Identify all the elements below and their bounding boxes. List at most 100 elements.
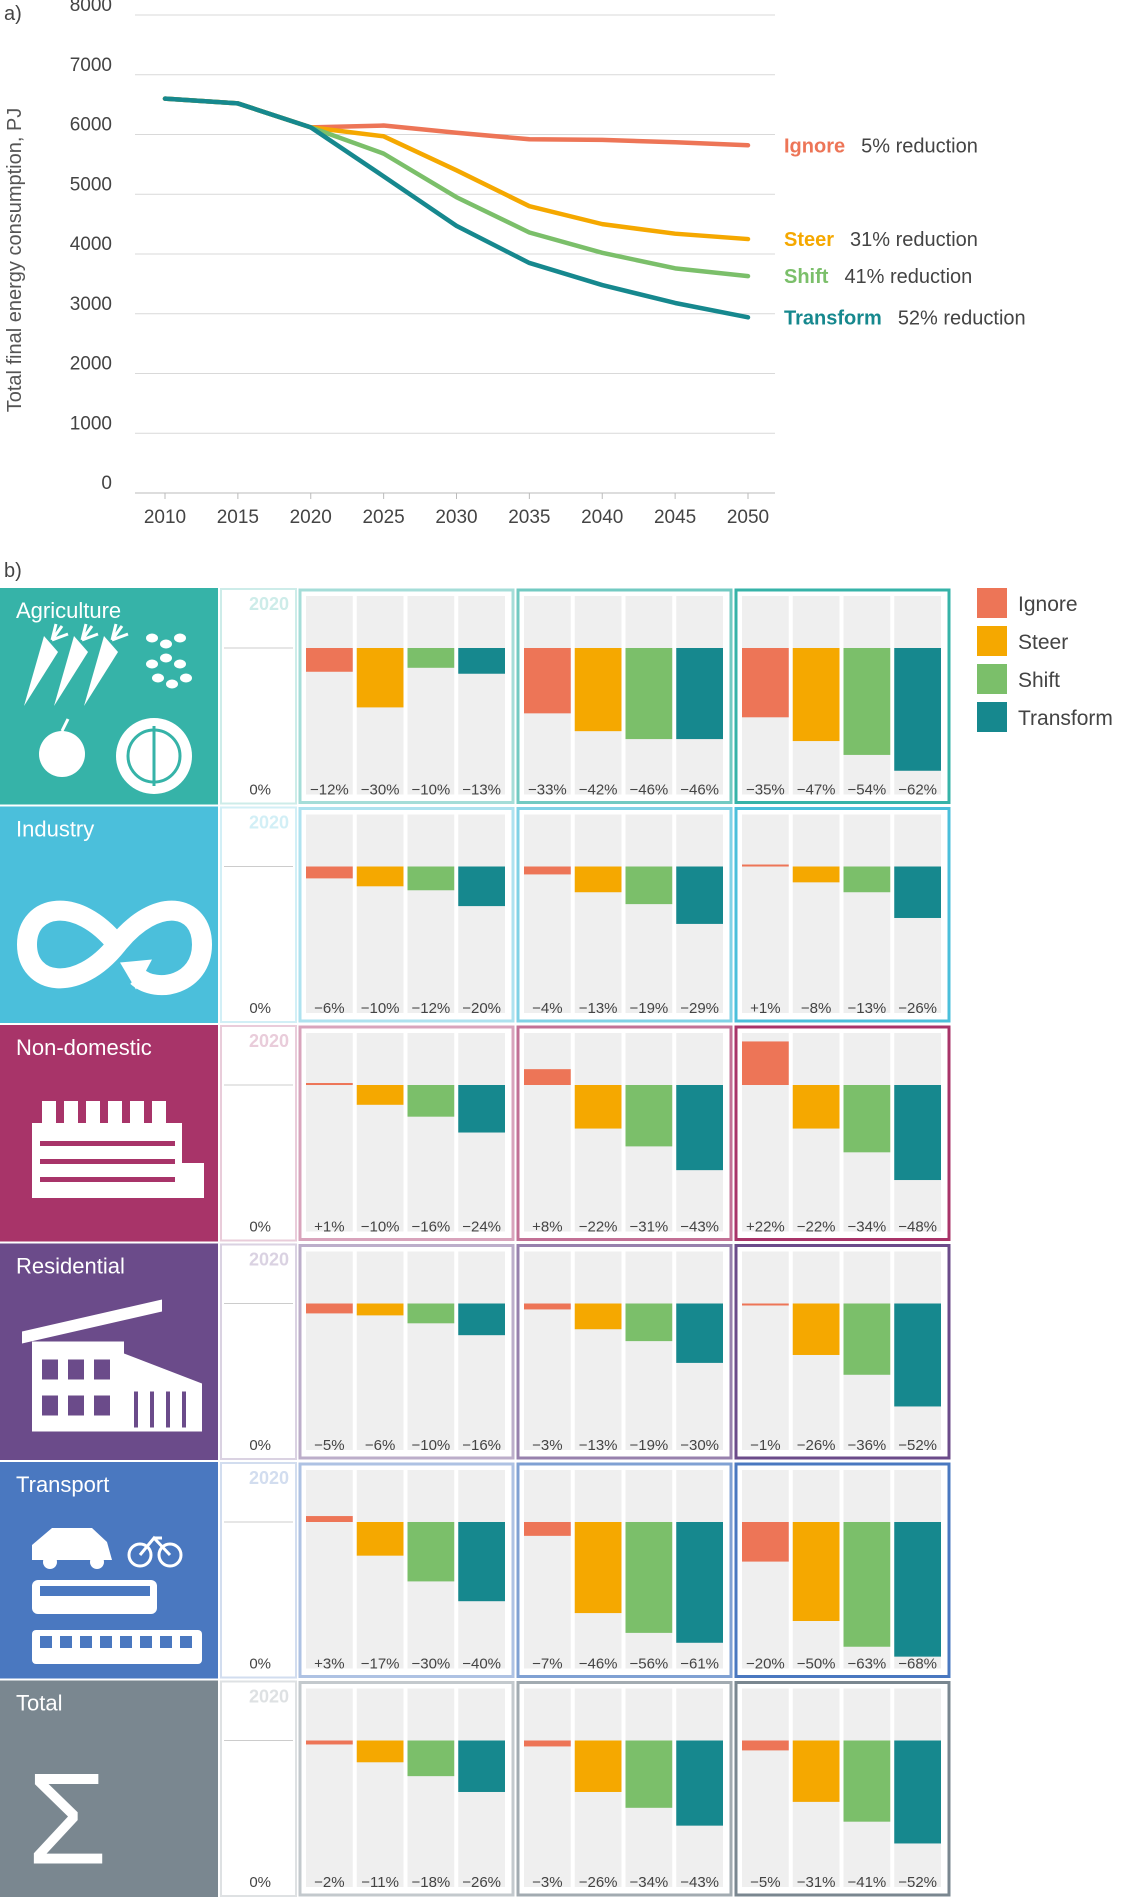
bar-value-label: −24% [462, 1219, 501, 1236]
series-annotation-shift: 41% reduction [844, 266, 972, 288]
base-year-label: 2020 [249, 594, 289, 614]
bar-ignore [524, 648, 571, 714]
bar-shift [407, 1522, 455, 1582]
bar-value-label: −43% [680, 1219, 719, 1236]
house-window-bar [182, 1391, 186, 1428]
bar-background [356, 1470, 404, 1669]
series-annotation-ignore: 5% reduction [861, 135, 978, 157]
sector-row-agriculture: Agriculture20200%2030−12%−30%−10%−13%204… [0, 588, 951, 805]
bar-value-label: −29% [680, 1000, 719, 1017]
bar-background [742, 1688, 789, 1887]
legend-swatch-shift [977, 664, 1007, 694]
bar-value-label: +8% [532, 1219, 562, 1236]
bar-ignore [524, 1069, 571, 1085]
base-year-box [220, 1025, 297, 1242]
legend-label-ignore: Ignore [1018, 593, 1078, 616]
bar-background [843, 814, 891, 1013]
sector-name: Residential [16, 1254, 125, 1279]
bar-background [524, 1033, 571, 1232]
train-window [100, 1636, 112, 1648]
bar-value-label: −1% [750, 1437, 780, 1454]
house-body [32, 1341, 124, 1432]
train-window [80, 1636, 92, 1648]
y-tick-label: 2000 [70, 354, 112, 375]
bar-steer [792, 1085, 840, 1129]
house-window [94, 1395, 110, 1416]
bean-shape [174, 659, 186, 669]
bike-frame [138, 1535, 172, 1557]
year-box-2040: 2040−33%−42%−46%−46% [516, 588, 733, 804]
carrot-shape [24, 636, 58, 706]
base-year-label: 2020 [249, 1250, 289, 1270]
bar-value-label: −20% [746, 1656, 785, 1673]
bean-shape [152, 673, 164, 683]
bar-transform [894, 1740, 941, 1844]
carrot-leaves [80, 623, 99, 642]
bar-background [356, 814, 404, 1013]
bar-background [524, 1251, 571, 1450]
bar-ignore [524, 1740, 571, 1747]
x-tick-label: 2010 [144, 507, 186, 528]
bar-background [458, 814, 505, 1013]
bar-steer [574, 1740, 622, 1792]
factory-chimney [152, 1101, 166, 1125]
y-tick-label: 6000 [70, 115, 112, 136]
bar-background [306, 1033, 353, 1232]
car-wheel [90, 1555, 104, 1569]
house-icon [22, 1299, 202, 1432]
bar-ignore [306, 1303, 353, 1314]
base-value-label: 0% [249, 782, 271, 799]
factory-chimney [130, 1101, 144, 1125]
bar-value-label: −34% [847, 1219, 886, 1236]
bar-value-label: −19% [629, 1000, 668, 1017]
apple-shape [39, 731, 85, 777]
bar-steer [574, 648, 622, 732]
year-box-2050: 2050−1%−26%−36%−52% [734, 1244, 951, 1460]
bar-background [742, 1470, 789, 1669]
x-tick-label: 2045 [654, 507, 696, 528]
bar-value-label: +22% [746, 1219, 785, 1236]
house-window [42, 1395, 58, 1416]
year-box-2040: 2040+8%−22%−31%−43% [516, 1025, 733, 1241]
bar-value-label: −46% [629, 782, 668, 799]
sector-row-residential: Residential20200%2030−5%−6%−10%−16%2040−… [0, 1243, 951, 1460]
y-tick-label: 0 [101, 473, 112, 494]
house-window-bar [166, 1391, 170, 1428]
bar-background [625, 1251, 673, 1450]
bar-background [407, 596, 455, 795]
bar-transform [676, 648, 723, 740]
bar-value-label: −43% [680, 1874, 719, 1891]
sector-name: Agriculture [16, 598, 121, 623]
factory-building-icon [32, 1101, 204, 1198]
bar-transform [894, 866, 941, 918]
bar-value-label: −34% [629, 1874, 668, 1891]
x-tick-label: 2020 [290, 507, 332, 528]
bar-transform [676, 1303, 723, 1363]
bar-shift [625, 1085, 673, 1147]
bar-value-label: −41% [847, 1874, 886, 1891]
bar-ignore [742, 1740, 789, 1751]
bar-value-label: −13% [579, 1000, 618, 1017]
bean-shape [166, 679, 178, 689]
bar-shift [843, 1522, 891, 1647]
carrot-shape [54, 636, 88, 706]
bar-shift [407, 866, 455, 891]
bar-ignore [306, 648, 353, 672]
factory-window-row [40, 1159, 175, 1164]
house-window [68, 1359, 84, 1380]
base-year-label: 2020 [249, 1687, 289, 1707]
factory-annex [182, 1163, 204, 1198]
bar-value-label: −5% [314, 1437, 344, 1454]
bar-background [742, 814, 789, 1013]
bar-shift [843, 1740, 891, 1822]
bar-value-label: −30% [680, 1437, 719, 1454]
bar-ignore [524, 1303, 571, 1310]
x-tick-label: 2025 [362, 507, 404, 528]
bar-background [458, 1251, 505, 1450]
sector-tile [0, 1680, 218, 1897]
sector-row-total: TotalΣ20200%2030−2%−11%−18%−26%2040−3%−2… [0, 1680, 951, 1897]
sigma-icon: Σ [27, 1746, 107, 1892]
bar-background [524, 814, 571, 1013]
bar-background [306, 814, 353, 1013]
car-body [32, 1528, 112, 1560]
